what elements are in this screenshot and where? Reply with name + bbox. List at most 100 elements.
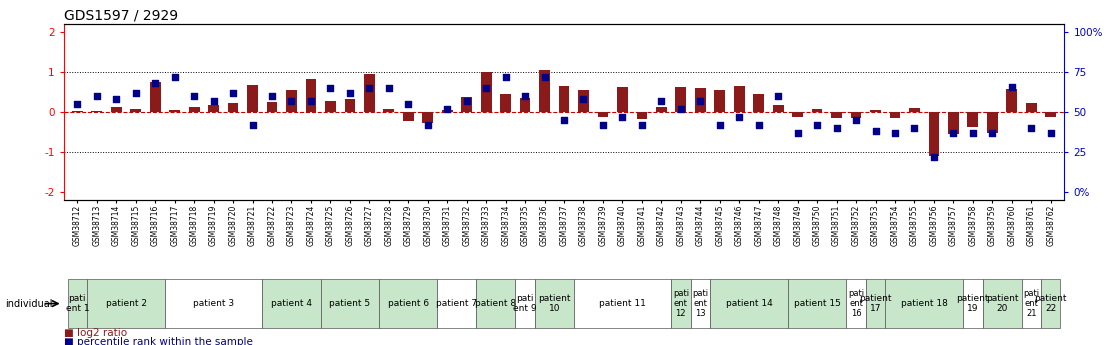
Point (1042, 130, 1060, 136)
Point (672, 106, 690, 112)
Bar (1045, 112, 1057, 117)
Text: pati
ent
12: pati ent 12 (673, 289, 689, 318)
Bar (165, 279, 263, 328)
Point (555, 117, 572, 123)
Text: individual: individual (6, 299, 53, 308)
Text: ■ log2 ratio: ■ log2 ratio (64, 328, 126, 338)
Bar (788, 279, 846, 328)
Bar (383, 109, 395, 112)
Bar (695, 88, 705, 112)
Bar (437, 279, 476, 328)
Bar (929, 112, 939, 156)
Bar (481, 72, 492, 112)
Bar (691, 279, 710, 328)
Point (477, 85, 495, 91)
Bar (169, 110, 180, 112)
Bar (967, 112, 978, 127)
Point (224, 90, 241, 96)
Bar (228, 104, 238, 112)
Bar (87, 279, 165, 328)
Point (88, 93, 106, 99)
Text: patient 18: patient 18 (901, 299, 948, 308)
Bar (520, 98, 530, 112)
Point (945, 130, 963, 136)
Bar (247, 85, 258, 112)
Text: patient 2: patient 2 (105, 299, 146, 308)
Bar (263, 279, 321, 328)
Point (1022, 125, 1040, 131)
Bar (983, 279, 1022, 328)
Bar (189, 107, 199, 112)
Point (457, 98, 475, 104)
Point (691, 98, 709, 104)
Bar (812, 109, 823, 112)
Point (925, 154, 942, 160)
Bar (831, 112, 842, 118)
Bar (1006, 89, 1017, 112)
Bar (559, 86, 569, 112)
Point (594, 122, 612, 128)
Bar (574, 279, 671, 328)
Text: pati
ent
16: pati ent 16 (847, 289, 864, 318)
Bar (865, 279, 885, 328)
Bar (534, 279, 574, 328)
Text: patient
17: patient 17 (860, 294, 892, 313)
Bar (321, 279, 379, 328)
Text: pati
ent
21: pati ent 21 (1023, 289, 1040, 318)
Text: GDS1597 / 2929: GDS1597 / 2929 (64, 9, 178, 23)
Bar (476, 279, 515, 328)
Text: patient
10: patient 10 (538, 294, 570, 313)
Point (419, 122, 437, 128)
Text: patient 11: patient 11 (599, 299, 646, 308)
Text: ■ percentile rank within the sample: ■ percentile rank within the sample (64, 337, 253, 345)
Point (322, 85, 340, 91)
Bar (111, 107, 122, 112)
Bar (1022, 279, 1041, 328)
Bar (131, 109, 141, 112)
Text: pati
ent 1: pati ent 1 (66, 294, 89, 313)
Bar (773, 105, 784, 112)
Point (107, 97, 125, 102)
Text: pati
ent 9: pati ent 9 (513, 294, 537, 313)
Point (633, 122, 651, 128)
Point (496, 74, 514, 80)
Bar (890, 112, 900, 118)
Text: patient
19: patient 19 (957, 294, 989, 313)
Bar (793, 112, 803, 117)
Bar (851, 112, 861, 118)
Bar (948, 112, 959, 134)
Point (283, 98, 301, 104)
Point (165, 74, 183, 80)
Bar (598, 112, 608, 117)
Point (808, 122, 826, 128)
Point (614, 114, 632, 120)
Point (711, 122, 729, 128)
Bar (379, 279, 437, 328)
Point (906, 125, 923, 131)
Point (653, 98, 671, 104)
Bar (656, 107, 666, 112)
Point (964, 130, 982, 136)
Point (517, 93, 534, 99)
Point (769, 93, 787, 99)
Bar (671, 279, 691, 328)
Bar (325, 101, 335, 112)
Bar (72, 111, 83, 112)
Text: patient 8: patient 8 (475, 299, 517, 308)
Bar (846, 279, 865, 328)
Point (205, 98, 222, 104)
Bar (92, 111, 102, 112)
Point (730, 114, 748, 120)
Point (186, 93, 203, 99)
Bar (636, 112, 647, 119)
Point (399, 101, 417, 107)
Bar (286, 90, 297, 112)
Bar (617, 87, 628, 112)
Point (536, 74, 553, 80)
Text: pati
ent
13: pati ent 13 (692, 289, 709, 318)
Bar (515, 279, 534, 328)
Point (263, 93, 281, 99)
Bar (870, 110, 881, 112)
Point (1003, 84, 1021, 89)
Text: patient 14: patient 14 (726, 299, 773, 308)
